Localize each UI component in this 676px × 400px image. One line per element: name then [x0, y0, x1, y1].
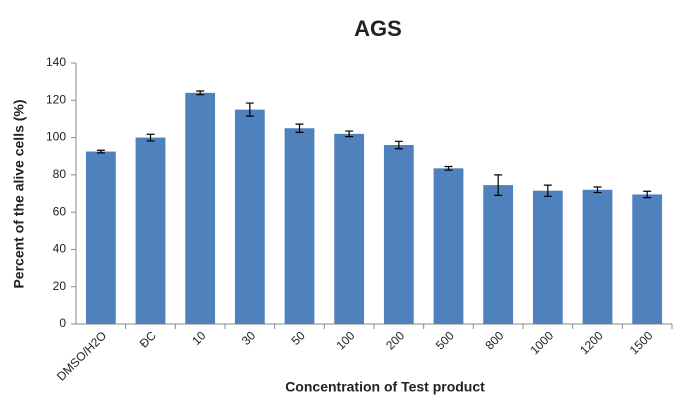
y-tick-label: 80	[53, 167, 67, 181]
bar	[483, 185, 514, 324]
bar	[632, 194, 663, 324]
x-tick-label: 100	[333, 328, 357, 352]
error-bar	[96, 149, 105, 154]
x-tick-label: 800	[482, 328, 506, 352]
y-tick-label: 120	[46, 92, 66, 106]
bar	[284, 128, 315, 324]
bar	[234, 109, 265, 324]
x-tick-label: DMSO/H2O	[54, 328, 109, 383]
x-axis-label: Concentration of Test product	[285, 379, 485, 395]
bar	[383, 145, 414, 324]
error-bar	[295, 123, 304, 133]
x-tick-label: 500	[433, 328, 457, 352]
error-bar	[146, 133, 155, 142]
error-bar	[543, 184, 552, 197]
bar	[185, 92, 216, 324]
error-bar	[394, 140, 403, 150]
x-tick-label: 200	[383, 328, 407, 352]
y-tick-label: 140	[46, 55, 66, 69]
x-tick-label: 50	[289, 328, 309, 348]
x-tick-label: 1200	[577, 328, 606, 357]
error-bar	[494, 174, 503, 196]
y-tick-label: 40	[53, 242, 67, 256]
x-tick-label: ĐC	[137, 328, 159, 350]
error-bar	[196, 90, 205, 96]
y-axis-label: Percent of the alive cells (%)	[11, 99, 27, 288]
y-tick-label: 20	[53, 279, 67, 293]
bar	[85, 151, 116, 324]
error-bar	[245, 102, 254, 117]
y-tick-label: 100	[46, 130, 66, 144]
x-tick-label: 10	[189, 328, 209, 348]
error-bar	[444, 165, 453, 171]
error-bar	[643, 190, 652, 199]
x-tick-label: 1500	[627, 328, 656, 357]
bar	[532, 190, 563, 324]
bar	[433, 168, 464, 324]
error-bar	[593, 186, 602, 194]
y-tick-label: 60	[53, 204, 67, 218]
error-bar	[345, 130, 354, 138]
bar	[334, 133, 365, 324]
bar	[135, 137, 166, 324]
bar	[582, 189, 613, 324]
x-tick-label: 1000	[527, 328, 556, 357]
y-tick-label: 0	[59, 316, 66, 330]
x-tick-label: 30	[239, 328, 259, 348]
chart-title: AGS	[354, 16, 402, 41]
